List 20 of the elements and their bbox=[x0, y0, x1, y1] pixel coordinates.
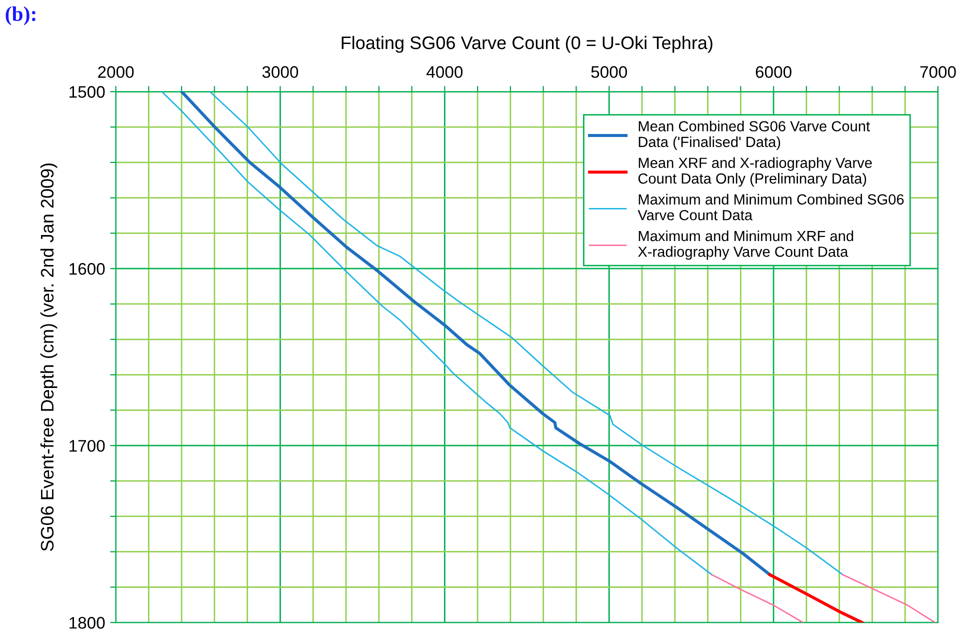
x-tick-label: 2000 bbox=[98, 66, 134, 78]
x-tick-label: 4000 bbox=[426, 66, 463, 78]
text: (b): bbox=[6, 6, 36, 26]
line-series bbox=[711, 574, 804, 623]
y-tick-label: 1700 bbox=[70, 440, 105, 452]
x-axis-title: Floating SG06 Varve Count (0 = U-Oki Tephra) bbox=[342, 36, 712, 53]
x-tick-label: 5000 bbox=[591, 66, 627, 78]
x-tick-label: 7000 bbox=[920, 66, 956, 78]
legend-label: Maximum and Minimum XRF and X-radiography Varve Count Data bbox=[638, 230, 854, 260]
legend-label: Maximum and Minimum Combined SG06 Varve Count Data bbox=[638, 194, 904, 220]
y-tick-label: 1800 bbox=[70, 616, 105, 629]
line-series bbox=[842, 574, 936, 623]
y-axis-title: SG06 Event-free Depth (cm) (ver. 2nd Jan 2009) bbox=[40, 163, 58, 551]
legend-label: Mean XRF and X-radiography Varve Count Data Only (Preliminary Data) bbox=[638, 157, 872, 187]
y-tick-label: 1600 bbox=[70, 263, 105, 275]
y-tick-label: 1500 bbox=[70, 86, 105, 98]
x-tick-label: 3000 bbox=[262, 66, 298, 78]
x-tick-label: 6000 bbox=[756, 66, 792, 78]
legend-label: Mean Combined SG06 Varve Count Data ('Finalised' Data) bbox=[638, 120, 870, 150]
line-series bbox=[768, 573, 864, 623]
